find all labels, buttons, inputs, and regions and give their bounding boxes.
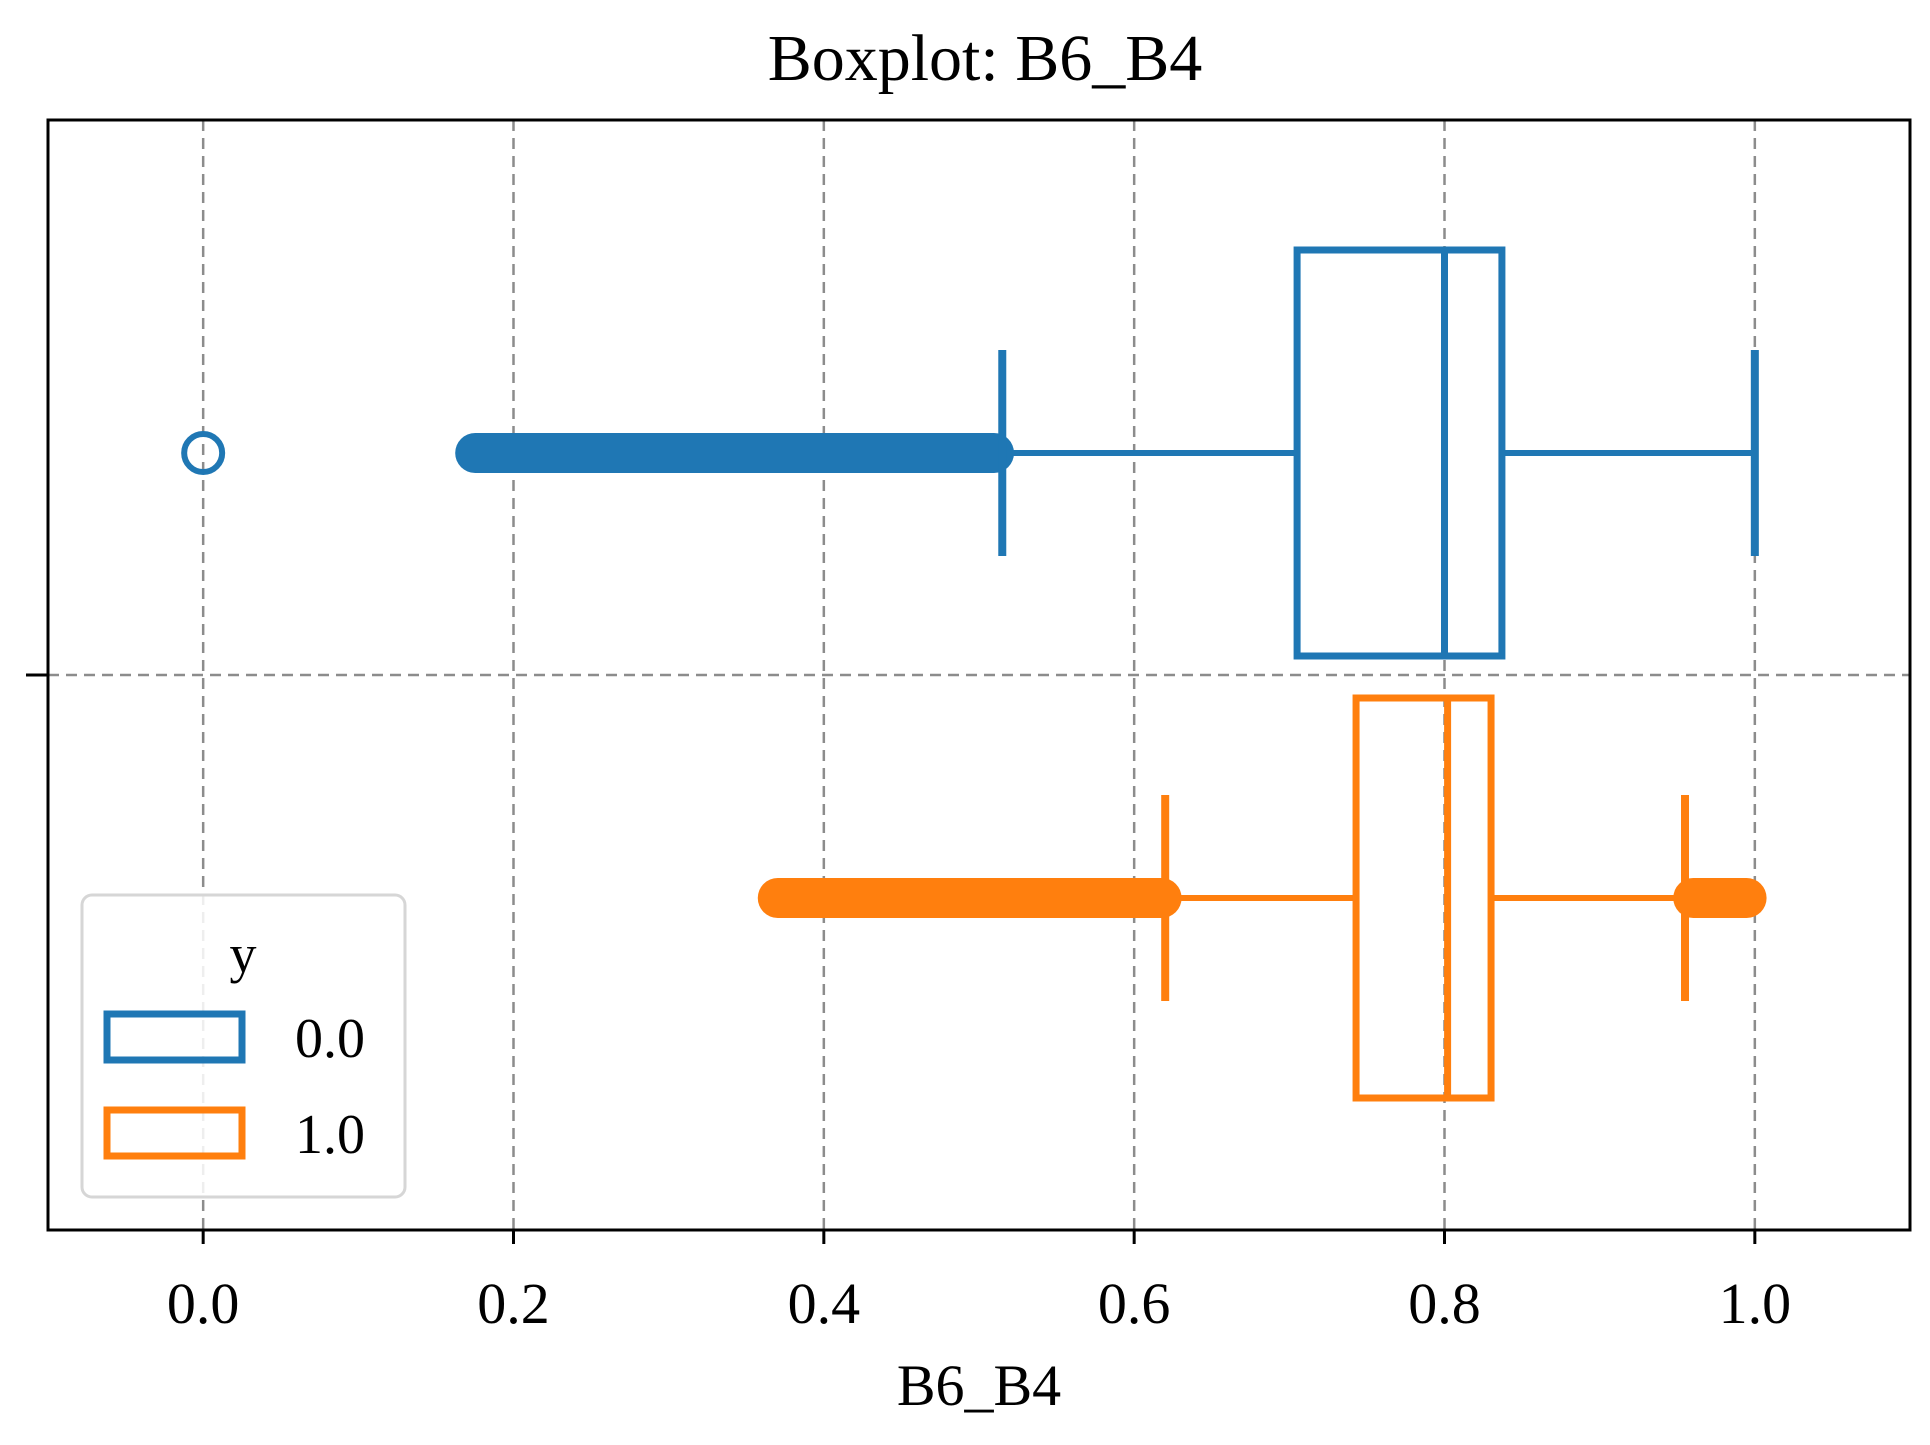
legend-swatch xyxy=(103,1010,246,1064)
legend: y 0.0 1.0 xyxy=(80,893,407,1199)
x-tick-label: 0.2 xyxy=(477,1271,550,1336)
legend-title: y xyxy=(230,924,257,984)
box-iqr xyxy=(1293,246,1506,660)
legend-label: 0.0 xyxy=(295,1008,365,1070)
legend-entries: 0.0 1.0 xyxy=(103,1008,365,1166)
x-tick-label: 0.0 xyxy=(167,1271,240,1336)
x-tick-label: 0.6 xyxy=(1098,1271,1171,1336)
chart-title: Boxplot: B6_B4 xyxy=(768,22,1203,95)
box-iqr xyxy=(1352,694,1495,1102)
x-axis-label: B6_B4 xyxy=(897,1353,1061,1418)
x-tick-label: 0.4 xyxy=(788,1271,861,1336)
x-tick-label: 1.0 xyxy=(1719,1271,1792,1336)
legend-label: 1.0 xyxy=(295,1104,365,1166)
series-layer xyxy=(181,246,1767,1102)
outlier-point xyxy=(181,431,226,475)
box-series-0.0 xyxy=(181,246,1759,660)
x-axis-ticks: 0.0 0.2 0.4 0.6 0.8 1.0 xyxy=(167,1230,1791,1336)
legend-swatch xyxy=(103,1106,246,1160)
x-tick-label: 0.8 xyxy=(1408,1271,1481,1336)
box-series-1.0 xyxy=(757,694,1767,1102)
